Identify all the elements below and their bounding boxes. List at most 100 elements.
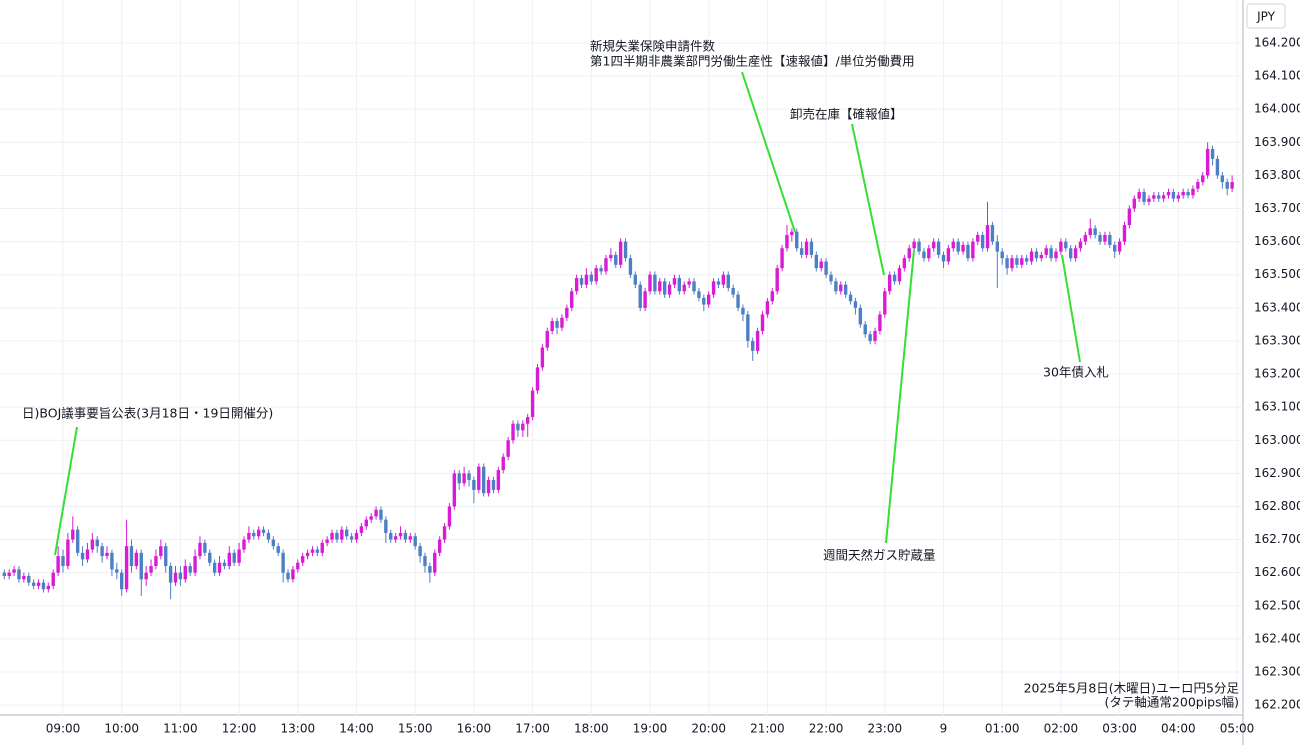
candle-body bbox=[618, 241, 623, 265]
chart-note: 2025年5月8日(木曜日)ユーロ円5分足 bbox=[1024, 681, 1240, 696]
candle-body bbox=[56, 556, 60, 573]
x-tick-label: 23:00 bbox=[868, 722, 903, 736]
candle-body bbox=[403, 532, 408, 540]
candle-body bbox=[208, 552, 212, 563]
candle-body bbox=[433, 552, 437, 573]
y-tick-label: 164.200 bbox=[1254, 36, 1300, 50]
candle-body bbox=[428, 566, 432, 573]
candle-body bbox=[305, 552, 310, 557]
candle-body bbox=[897, 268, 902, 282]
candle-body bbox=[501, 456, 505, 471]
candle-body bbox=[892, 274, 897, 282]
candle-body bbox=[1166, 191, 1171, 196]
candle-body bbox=[320, 542, 324, 553]
candle-body bbox=[834, 281, 838, 292]
candle-body bbox=[467, 473, 471, 480]
candle-body bbox=[579, 278, 584, 285]
candle-body bbox=[751, 340, 755, 351]
candle-body bbox=[252, 532, 256, 537]
candle-body bbox=[496, 470, 501, 490]
candle-body bbox=[345, 529, 349, 537]
candle-body bbox=[227, 552, 232, 567]
candle-body bbox=[183, 566, 187, 580]
candle-body bbox=[472, 479, 476, 490]
candle-body bbox=[90, 539, 95, 550]
candle-body bbox=[946, 248, 951, 262]
candle-body bbox=[922, 251, 926, 259]
candle-body bbox=[912, 241, 916, 249]
candle-body bbox=[286, 572, 290, 580]
candle-body bbox=[1015, 258, 1019, 265]
candle-body bbox=[154, 556, 158, 567]
candle-body bbox=[570, 291, 574, 308]
candle-body bbox=[393, 536, 398, 540]
candle-body bbox=[168, 566, 173, 583]
candle-body bbox=[814, 254, 819, 269]
x-tick-label: 22:00 bbox=[809, 722, 844, 736]
candle-body bbox=[985, 225, 990, 249]
candle-body bbox=[418, 546, 422, 557]
candle-body bbox=[491, 479, 496, 490]
candle-body bbox=[66, 539, 70, 567]
candle-body bbox=[1205, 148, 1210, 176]
y-tick-label: 163.100 bbox=[1254, 400, 1300, 414]
y-tick-label: 164.100 bbox=[1254, 69, 1300, 83]
annotation: 卸売在庫【確報値】 bbox=[790, 107, 903, 122]
y-tick-label: 162.500 bbox=[1254, 598, 1300, 612]
candle-body bbox=[707, 294, 711, 305]
candle-body bbox=[423, 556, 427, 567]
x-tick-label: 05:00 bbox=[1220, 722, 1255, 736]
candle-body bbox=[100, 546, 104, 557]
candle-body bbox=[1034, 251, 1039, 259]
candle-body bbox=[462, 473, 466, 484]
candle-body bbox=[369, 516, 373, 520]
candle-body bbox=[790, 231, 794, 236]
candle-body bbox=[887, 274, 892, 292]
candle-body bbox=[261, 529, 266, 533]
x-tick-label: 9 bbox=[940, 722, 948, 736]
candle-body bbox=[927, 248, 931, 259]
candle-body bbox=[222, 562, 227, 567]
candle-body bbox=[80, 552, 85, 560]
candle-body bbox=[7, 572, 11, 576]
candle-body bbox=[232, 552, 236, 563]
candle-body bbox=[1157, 195, 1161, 199]
candle-body bbox=[785, 235, 789, 249]
candle-body bbox=[296, 562, 300, 570]
candle-body bbox=[330, 532, 334, 540]
candle-body bbox=[164, 546, 168, 567]
x-tick-label: 20:00 bbox=[691, 722, 726, 736]
currency-label: JPY bbox=[1256, 10, 1276, 24]
x-tick-label: 14:00 bbox=[339, 722, 374, 736]
candle-body bbox=[105, 552, 109, 557]
candle-body bbox=[530, 390, 535, 418]
candle-body bbox=[149, 566, 153, 573]
x-tick-label: 09:00 bbox=[46, 722, 81, 736]
candle-body bbox=[193, 556, 197, 573]
candle-body bbox=[379, 509, 383, 520]
annotation-line bbox=[851, 123, 885, 276]
candle-body bbox=[628, 258, 633, 275]
candle-body bbox=[1191, 188, 1195, 196]
y-tick-label: 162.300 bbox=[1254, 664, 1300, 678]
candle-body bbox=[398, 532, 403, 537]
candle-body bbox=[721, 274, 726, 285]
y-tick-label: 162.800 bbox=[1254, 499, 1300, 513]
candle-body bbox=[711, 281, 716, 295]
candle-body bbox=[589, 274, 593, 282]
candle-body bbox=[139, 552, 143, 580]
candle-body bbox=[477, 466, 481, 490]
candle-body bbox=[902, 258, 907, 269]
candle-body bbox=[956, 241, 960, 252]
candle-body bbox=[452, 473, 457, 507]
candle-body bbox=[560, 317, 564, 328]
candle-body bbox=[85, 549, 90, 560]
candle-body bbox=[1083, 235, 1088, 242]
candle-body bbox=[242, 539, 246, 550]
candle-body bbox=[951, 241, 955, 249]
y-tick-label: 163.000 bbox=[1254, 433, 1300, 447]
candle-body bbox=[643, 291, 647, 308]
candle-body bbox=[129, 546, 134, 567]
candle-body bbox=[809, 241, 814, 255]
candle-body bbox=[966, 244, 970, 259]
